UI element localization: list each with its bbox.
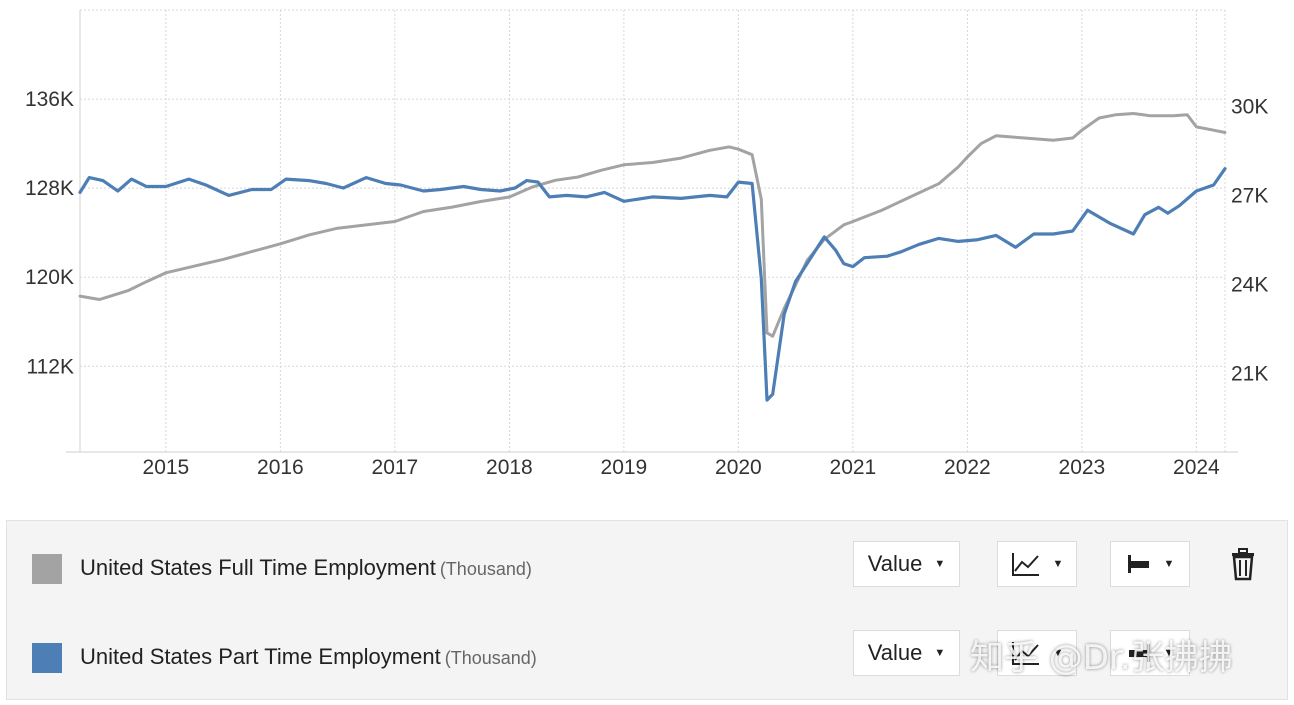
y-left-tick-label: 136K xyxy=(25,88,74,111)
line-chart: 136K 128K 120K 112K 30K 27K 24K 21K 2015 2016 2017… xyxy=(25,9,1268,479)
legend-panel: United States Full Time Employment (Thous… xyxy=(6,520,1288,700)
chevron-down-icon: ▼ xyxy=(1052,647,1064,659)
x-tick-label: 2016 xyxy=(257,456,304,479)
line-chart-icon xyxy=(1011,553,1039,576)
y-right-tick-label: 21K xyxy=(1231,362,1268,385)
chevron-down-icon: ▼ xyxy=(1163,647,1175,659)
full-time-label-text: United States Full Time Employment xyxy=(80,555,436,580)
y-left-tick-label: 128K xyxy=(25,177,74,200)
part-time-label: United States Part Time Employment (Thous… xyxy=(80,644,537,670)
y-right-tick-label: 24K xyxy=(1231,273,1268,296)
x-tick-label: 2020 xyxy=(715,456,762,479)
chevron-down-icon: ▼ xyxy=(934,647,946,659)
chart-area: 136K 128K 120K 112K 30K 27K 24K 21K 2015 2016 2017… xyxy=(25,9,1268,479)
legend-row-full-time: United States Full Time Employment (Thous… xyxy=(7,539,1287,599)
grid xyxy=(79,9,1226,452)
series-lines xyxy=(78,112,1227,402)
part-time-series-line xyxy=(78,167,1227,402)
part-time-value-dropdown[interactable]: Value ▼ xyxy=(853,630,960,676)
x-tick-label: 2021 xyxy=(830,456,877,479)
x-tick-label: 2017 xyxy=(372,456,419,479)
legend-row-part-time: United States Part Time Employment (Thous… xyxy=(7,628,1287,688)
x-tick-label: 2024 xyxy=(1173,456,1220,479)
full-time-label: United States Full Time Employment (Thous… xyxy=(80,555,532,581)
full-time-chart-type-dropdown[interactable]: ▼ xyxy=(997,541,1077,587)
full-time-series-line xyxy=(78,112,1227,338)
chevron-down-icon: ▼ xyxy=(934,558,946,570)
full-time-axis-dropdown[interactable]: ▼ xyxy=(1110,541,1190,587)
x-tick-label: 2022 xyxy=(944,456,991,479)
full-time-value-dropdown[interactable]: Value ▼ xyxy=(853,541,960,587)
part-time-chart-type-dropdown[interactable]: ▼ xyxy=(997,630,1077,676)
line-chart-icon xyxy=(1011,642,1039,665)
chevron-down-icon: ▼ xyxy=(1052,558,1064,570)
full-time-swatch xyxy=(32,554,62,584)
full-time-unit: (Thousand) xyxy=(439,559,532,579)
part-time-value-label: Value xyxy=(867,640,923,665)
x-tick-label: 2019 xyxy=(601,456,648,479)
part-time-label-text: United States Part Time Employment xyxy=(80,644,441,669)
part-time-axis-dropdown[interactable]: ▼ xyxy=(1110,630,1190,676)
full-time-value-label: Value xyxy=(867,551,923,576)
axes: 136K 128K 120K 112K 30K 27K 24K 21K 2015 2016 2017… xyxy=(25,88,1268,479)
axis-right-icon xyxy=(1128,644,1150,662)
x-tick-label: 2015 xyxy=(143,456,190,479)
part-time-swatch xyxy=(32,643,62,673)
chevron-down-icon: ▼ xyxy=(1163,558,1175,570)
y-right-tick-label: 27K xyxy=(1231,184,1268,207)
y-right-tick-label: 30K xyxy=(1231,95,1268,118)
part-time-unit: (Thousand) xyxy=(444,648,537,668)
y-left-tick-label: 112K xyxy=(27,355,75,378)
y-left-tick-label: 120K xyxy=(25,266,74,289)
x-tick-label: 2023 xyxy=(1059,456,1106,479)
trash-icon[interactable] xyxy=(1229,547,1257,581)
watermark: 知乎 @Dr.张拂拂 xyxy=(970,638,1233,678)
axis-left-icon xyxy=(1127,555,1149,573)
x-tick-label: 2018 xyxy=(486,456,533,479)
